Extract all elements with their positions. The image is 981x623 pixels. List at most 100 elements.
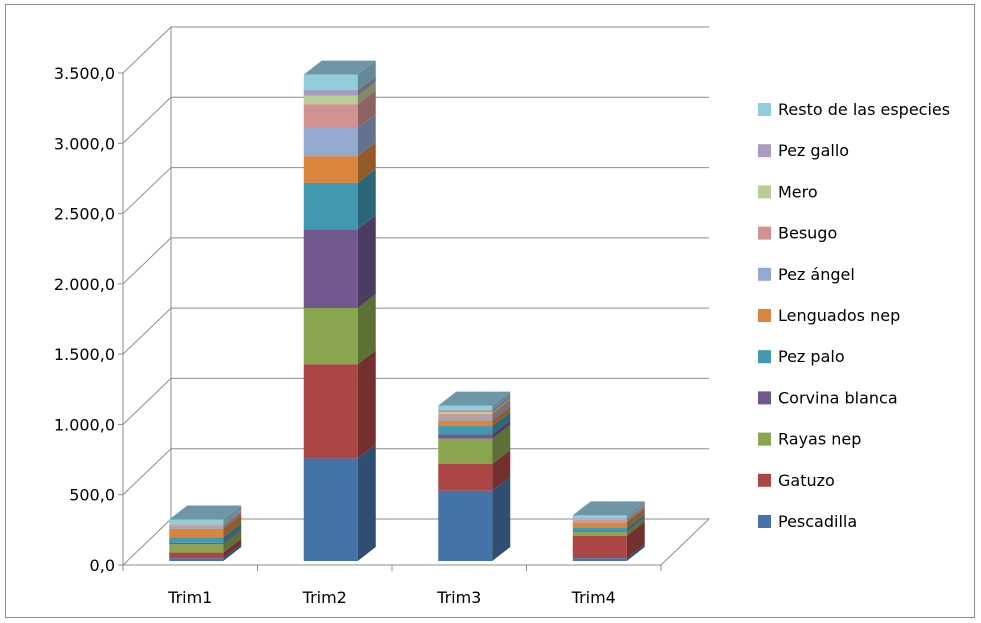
bar-segment-side	[492, 406, 511, 427]
bar-segment	[572, 535, 627, 559]
bar-stack-trim3	[438, 391, 511, 561]
y-axis: 0,0 500,0 1.000,0 1.500,0 2.000,0 2.500,0 3.00…	[54, 64, 124, 575]
bar-segment	[303, 307, 358, 365]
y-tick-label: 500,0	[69, 486, 115, 505]
bar-segment-side	[357, 76, 376, 96]
legend-swatch	[758, 473, 771, 487]
bar-segment-side	[223, 510, 242, 526]
bar-segment-side	[223, 512, 242, 529]
bar-segment	[572, 518, 627, 519]
legend-label: Besugo	[778, 224, 837, 243]
legend-label: Rayas nep	[778, 430, 861, 449]
bar-segment	[169, 544, 224, 553]
bar-segment	[303, 95, 358, 105]
y-tick-label: 1.000,0	[54, 415, 115, 434]
bar-segment	[169, 537, 224, 543]
bar-segment	[438, 411, 493, 415]
legend-swatch	[758, 144, 771, 158]
bar-segment	[438, 405, 493, 410]
bar-segment-side	[492, 420, 511, 439]
legend-item: Corvina blanca	[758, 388, 898, 407]
bar-segment	[438, 409, 493, 412]
bar-stack-trim2	[303, 60, 376, 561]
gridline	[122, 307, 709, 355]
bar-segment	[438, 416, 493, 421]
gridline	[122, 237, 709, 285]
legend: Resto de las especies Pez gallo Mero Besugo…	[758, 100, 950, 531]
legend-swatch	[758, 185, 771, 199]
legend-label: Corvina blanca	[778, 388, 898, 407]
bar-segment-side	[223, 511, 242, 527]
bar-segment-side	[357, 293, 376, 365]
y-tick-label: 1.500,0	[54, 345, 115, 364]
bar-segment-side	[626, 501, 645, 519]
legend-item: Pescadilla	[758, 512, 857, 531]
legend-item: Mero	[758, 182, 818, 201]
bar-segment	[169, 524, 224, 526]
bar-segment-side	[357, 81, 376, 105]
bar-segment-side	[626, 506, 645, 523]
legend-item: Pez ángel	[758, 265, 855, 284]
bar-stack-trim1	[169, 505, 242, 561]
bar-segment-side	[492, 395, 511, 412]
bar-top-cap	[303, 60, 376, 75]
legend-item: Gatuzo	[758, 471, 835, 490]
bar-segment	[169, 525, 224, 527]
bar-segment	[572, 518, 627, 520]
bar-segment-side	[626, 518, 645, 536]
bar-segment-side	[492, 450, 511, 491]
bar-segment-side	[357, 444, 376, 561]
gridline	[122, 377, 709, 425]
bar-segment-side	[626, 517, 645, 533]
bar-segment	[303, 128, 358, 157]
bar-segment-side	[223, 514, 242, 538]
bar-segment-side	[492, 476, 511, 561]
bar-segment	[169, 519, 224, 524]
bar-segment	[438, 420, 493, 427]
bar-segment-side	[492, 400, 511, 417]
bar-segment	[438, 464, 493, 491]
bar-segment-side	[223, 538, 242, 559]
chart-frame: 0,0 500,0 1.000,0 1.500,0 2.000,0 2.500,0 3.00…	[5, 4, 975, 618]
bar-segment	[303, 104, 358, 129]
gridline	[122, 26, 709, 74]
bar-segment	[438, 414, 493, 417]
gridline	[122, 167, 709, 214]
bar-segment	[169, 552, 224, 559]
legend-swatch	[758, 309, 771, 322]
bar-segment-side	[223, 523, 242, 543]
bar-top-cap	[572, 501, 645, 516]
bar-segment	[303, 364, 358, 459]
bar-segment-side	[223, 544, 242, 561]
bar-segment-side	[357, 168, 376, 230]
y-tick-label: 2.500,0	[54, 205, 115, 224]
x-axis: Trim1 Trim2 Trim3 Trim4	[122, 565, 662, 607]
bar-stack-trim4	[572, 501, 645, 561]
legend-swatch	[758, 350, 771, 364]
bar-segment-side	[626, 513, 645, 532]
bar-segment	[572, 532, 627, 536]
bar-segment	[303, 182, 358, 230]
bar-segment-side	[626, 521, 645, 559]
legend-label: Pez palo	[778, 347, 845, 366]
bar-segment-side	[626, 508, 645, 528]
bar-segment-side	[357, 90, 376, 129]
bar-segment	[169, 528, 224, 538]
bar-segment	[572, 522, 627, 528]
bar-segment-side	[223, 505, 242, 524]
bar-segment	[303, 458, 358, 561]
legend-label: Pescadilla	[778, 512, 857, 531]
bar-segment	[303, 90, 358, 96]
legend-item: Resto de las especies	[758, 100, 950, 119]
x-category-label: Trim2	[302, 588, 347, 607]
bar-segment	[169, 558, 224, 561]
bar-segment	[438, 438, 493, 465]
legend-item: Besugo	[758, 224, 837, 243]
legend-swatch	[758, 267, 771, 281]
bars	[169, 60, 645, 561]
legend-label: Resto de las especies	[778, 100, 950, 119]
bar-segment-side	[357, 142, 376, 183]
legend-swatch	[758, 432, 771, 446]
bar-segment	[438, 426, 493, 435]
bar-segment	[572, 519, 627, 521]
